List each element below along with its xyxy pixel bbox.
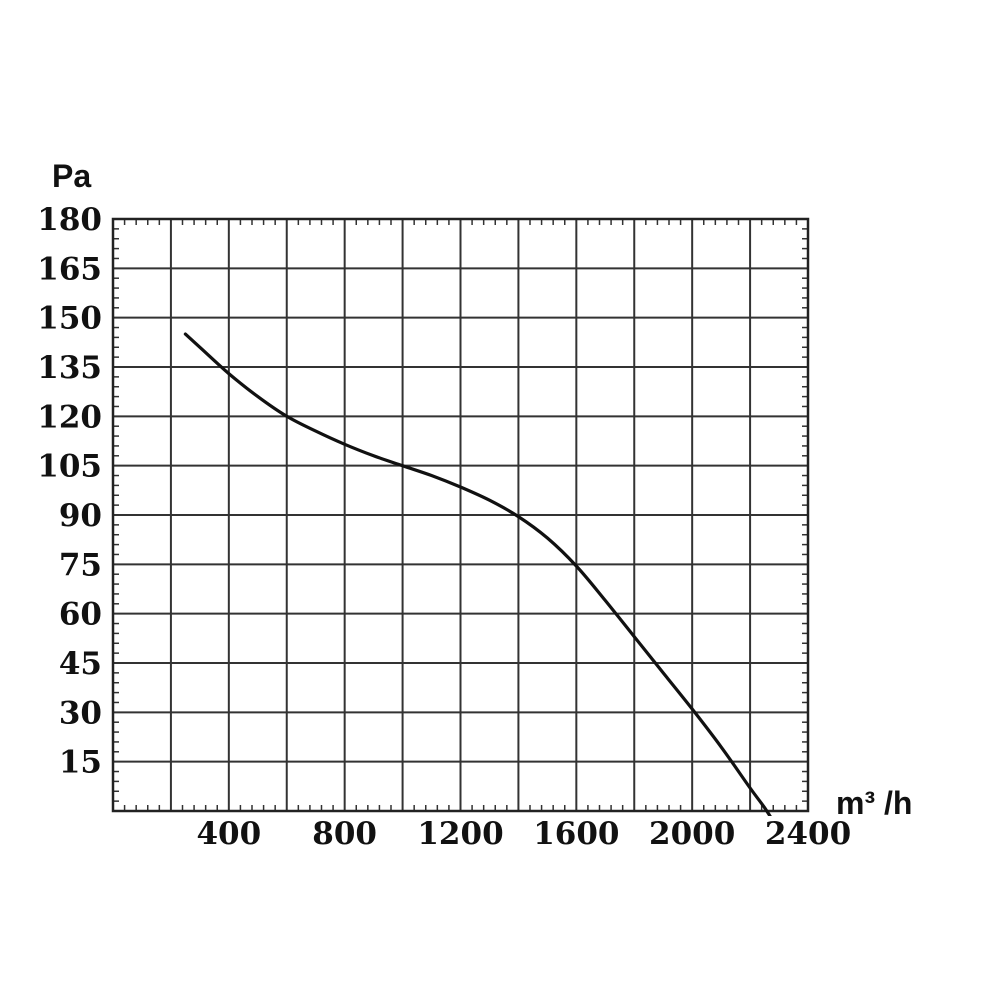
- y-tick-label: 120: [37, 399, 102, 435]
- y-axis-unit-label: Pa: [52, 158, 91, 194]
- grid: [113, 219, 808, 811]
- x-tick-label: 400: [196, 816, 261, 852]
- y-tick-label: 135: [37, 350, 102, 386]
- x-axis-unit-label: m³ /h: [836, 785, 912, 821]
- y-tick-label: 150: [37, 301, 102, 337]
- x-tick-label: 2000: [649, 816, 735, 852]
- x-tick-label: 1600: [533, 816, 619, 852]
- y-tick-label: 30: [59, 695, 102, 731]
- x-tick-labels: 400 800 1200 1600 2000 2400: [196, 816, 851, 852]
- y-tick-label: 180: [37, 202, 102, 238]
- y-tick-label: 105: [37, 449, 102, 485]
- y-tick-label: 165: [37, 251, 102, 287]
- y-tick-label: 60: [59, 597, 102, 633]
- pressure-flow-curve: [183, 332, 772, 816]
- y-tick-label: 75: [59, 547, 102, 583]
- x-tick-label: 800: [312, 816, 377, 852]
- x-tick-label: 1200: [417, 816, 503, 852]
- y-tick-label: 15: [59, 745, 102, 781]
- y-tick-label: 90: [59, 498, 102, 534]
- x-tick-label: 2400: [765, 816, 851, 852]
- plot-frame: [111, 217, 810, 813]
- y-tick-labels: 15 30 45 60 75 90 105 120 135 150 165 180: [37, 202, 102, 781]
- y-tick-label: 45: [59, 646, 102, 682]
